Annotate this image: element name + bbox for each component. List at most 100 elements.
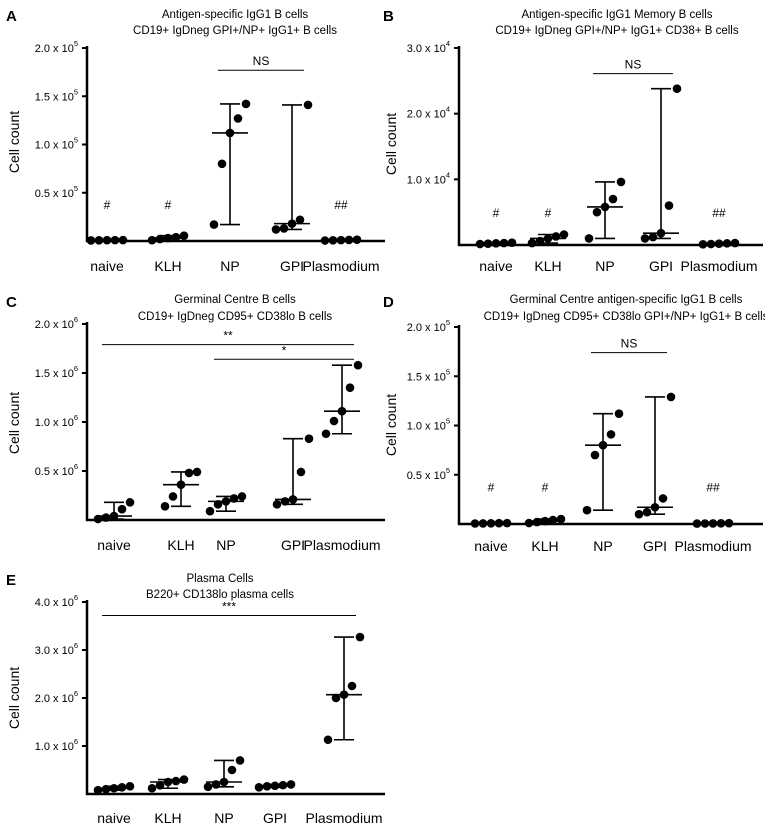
panel-d: D Germinal Centre antigen-specific IgG1 …: [383, 294, 765, 554]
data-point: [262, 782, 272, 791]
x-tick-label: NP: [220, 258, 239, 274]
data-point: [155, 234, 165, 244]
significance-label: NS: [625, 58, 642, 72]
data-point: [304, 434, 314, 443]
data-point: [229, 494, 239, 503]
y-tick-mantissa: 1.0 x 10: [35, 140, 74, 152]
data-point: [527, 238, 537, 248]
y-tick-mantissa: 0.5 x 10: [35, 466, 74, 478]
data-point: [179, 231, 189, 240]
panel-letter: B: [383, 8, 394, 25]
data-point: [320, 236, 330, 245]
panel-title-line1: Antigen-specific IgG1 Memory B cells: [521, 9, 712, 21]
data-point: [672, 84, 682, 94]
data-point: [219, 777, 229, 787]
y-tick-exponent: 6: [74, 689, 78, 698]
data-point: [507, 238, 517, 248]
y-axis-title: Cell count: [6, 392, 22, 454]
data-point: [491, 239, 501, 248]
data-point: [692, 519, 702, 528]
y-tick-mantissa: 1.0 x 10: [35, 741, 74, 753]
data-point: [295, 215, 305, 225]
y-tick-mantissa: 2.0 x 10: [35, 693, 74, 705]
x-tick-label: naive: [474, 538, 508, 554]
y-tick-exponent: 6: [74, 462, 78, 471]
data-point: [209, 220, 219, 229]
y-tick-label: 2.0 x 104: [407, 105, 450, 121]
panel-e: E Plasma Cells B220+ CD138lo plasma cell…: [6, 572, 385, 825]
data-point: [502, 518, 512, 528]
y-tick-mantissa: 2.0 x 10: [407, 322, 446, 334]
y-tick-exponent: 6: [74, 413, 78, 422]
data-point: [227, 765, 237, 775]
x-tick-label: naive: [97, 537, 131, 553]
y-tick-exponent: 5: [74, 87, 78, 96]
data-point: [217, 159, 227, 169]
data-point: [254, 782, 264, 792]
y-tick-mantissa: 3.0 x 10: [35, 645, 74, 657]
y-tick-exponent: 6: [74, 593, 78, 602]
y-tick-mantissa: 1.5 x 10: [407, 371, 446, 383]
data-point: [125, 498, 135, 507]
x-tick-label: KLH: [531, 538, 558, 554]
y-tick-label: 1.0 x 106: [35, 737, 78, 753]
data-point: [355, 632, 365, 642]
data-point: [706, 239, 716, 249]
data-point: [94, 236, 104, 245]
data-point: [499, 238, 509, 248]
y-tick-exponent: 4: [446, 39, 450, 48]
data-point: [279, 224, 289, 233]
data-point: [235, 756, 245, 765]
y-tick-mantissa: 1.0 x 10: [35, 417, 74, 429]
data-point: [716, 519, 726, 528]
y-tick-label: 4.0 x 106: [35, 593, 78, 609]
data-point: [614, 409, 624, 418]
significance-label: *: [282, 343, 287, 357]
data-point: [86, 236, 96, 245]
y-tick-mantissa: 0.5 x 10: [407, 470, 446, 482]
data-point: [102, 235, 112, 245]
y-tick-label: 1.5 x 105: [35, 87, 78, 103]
data-point: [272, 500, 282, 509]
y-tick-exponent: 5: [74, 39, 78, 48]
data-point: [213, 500, 223, 509]
annotation-mark: ##: [712, 206, 726, 220]
significance-label: NS: [253, 54, 270, 68]
data-point: [328, 236, 338, 245]
x-tick-label: GPI: [281, 537, 305, 553]
x-tick-label: GPI: [649, 258, 673, 274]
data-point: [345, 383, 355, 393]
data-point: [278, 780, 288, 790]
x-tick-label: NP: [593, 538, 612, 554]
x-tick-label: Plasmodium: [305, 810, 382, 825]
y-tick-label: 0.5 x 105: [35, 184, 78, 200]
data-point: [532, 517, 542, 527]
panel-b: B Antigen-specific IgG1 Memory B cells C…: [383, 8, 763, 274]
y-tick-label: 2.0 x 106: [35, 315, 78, 331]
y-axis-title: Cell count: [6, 111, 22, 173]
annotation-mark: ##: [334, 198, 348, 212]
annotation-mark: #: [493, 206, 500, 220]
significance-label: NS: [621, 337, 638, 351]
y-tick-label: 1.5 x 105: [407, 367, 450, 383]
data-point: [321, 429, 331, 439]
data-point: [724, 518, 734, 528]
data-point: [303, 100, 313, 110]
data-point: [600, 202, 610, 212]
y-tick-mantissa: 4.0 x 10: [35, 597, 74, 609]
data-point: [700, 519, 710, 528]
y-tick-label: 3.0 x 104: [407, 39, 450, 55]
y-tick-mantissa: 2.0 x 10: [35, 319, 74, 331]
x-tick-label: naive: [90, 258, 124, 274]
data-point: [592, 207, 602, 217]
annotation-mark: #: [165, 198, 172, 212]
y-tick-label: 1.0 x 106: [35, 413, 78, 429]
data-point: [117, 782, 127, 792]
data-point: [155, 781, 165, 790]
data-point: [233, 114, 243, 123]
data-point: [179, 775, 189, 784]
panel-title-line1: Plasma Cells: [186, 573, 253, 585]
